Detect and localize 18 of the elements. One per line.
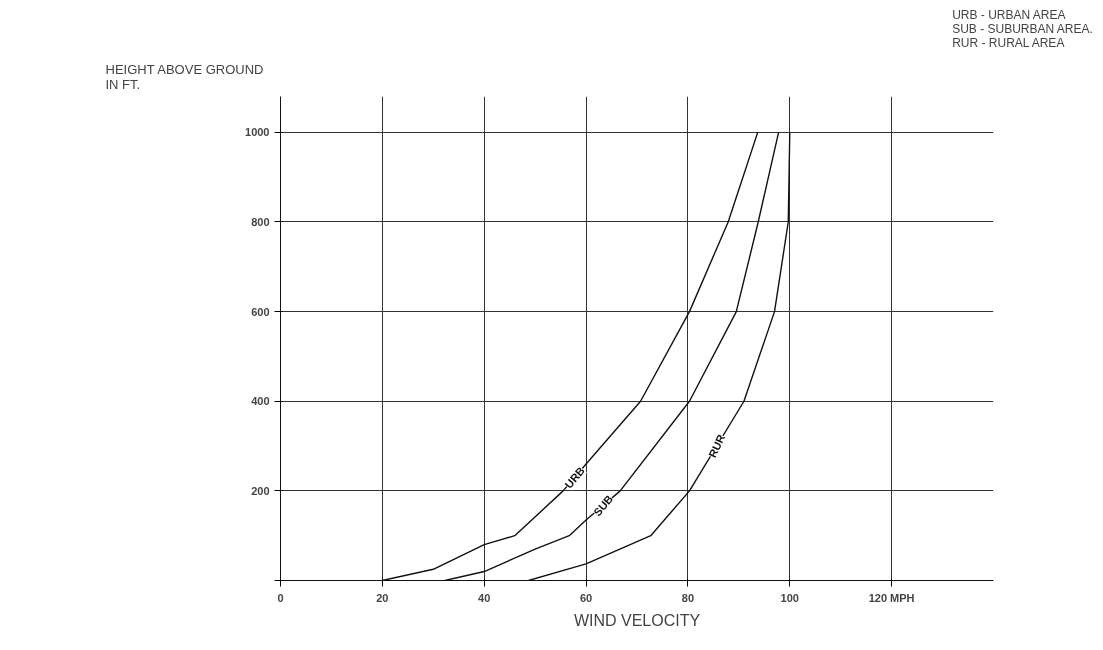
x-tick-label: 80 (681, 591, 695, 604)
x-tick-label: 20 (376, 591, 389, 604)
x-tick-label: 0 (277, 591, 284, 604)
x-tick-label: 100 (780, 591, 799, 604)
x-tick-label: 60 (579, 591, 593, 604)
y-tick-label: 800 (251, 215, 270, 228)
y-tick-label: 600 (251, 305, 270, 318)
y-axis-title: HEIGHT ABOVE GROUND IN FT. (105, 61, 264, 92)
y-tick-label: 1000 (245, 126, 270, 139)
x-tick-label: 40 (478, 591, 491, 604)
x-tick-label: 120 MPH (868, 591, 915, 604)
text: RUR - RURAL AREA (952, 35, 1065, 50)
text: RUR (706, 432, 728, 460)
y-tick-label: 200 (251, 484, 270, 497)
x-axis-title: WIND VELOCITY (573, 611, 701, 629)
text: SUB - SUBURBAN AREA. (952, 21, 1093, 36)
y-tick-label: 400 (251, 395, 270, 408)
text: URB - URBAN AREA (952, 7, 1066, 22)
